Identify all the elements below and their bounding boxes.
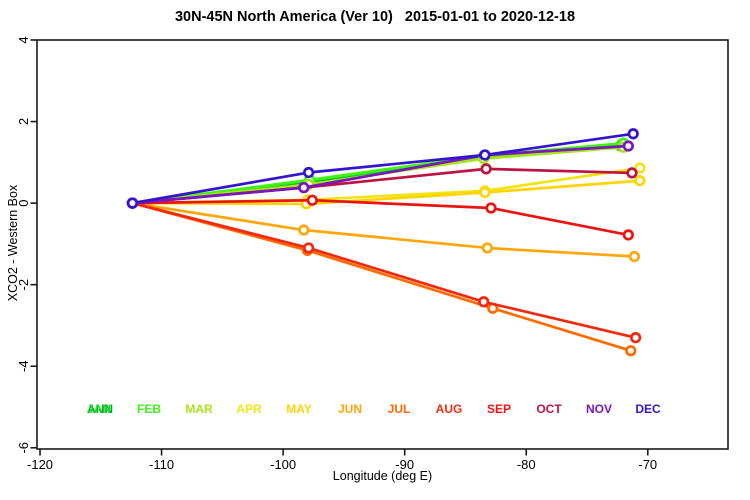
data-point-NOV [298, 181, 310, 194]
data-point-DEC [126, 197, 139, 209]
y-tick-label: 2 [16, 118, 31, 125]
series-line-MAY [131, 179, 642, 206]
chart-title: 30N-45N North America (Ver 10) 2015-01-0… [174, 9, 576, 25]
legend-label-APR: APR [236, 402, 262, 416]
legend-label-JUN: JUN [338, 402, 362, 416]
data-point-SEP [622, 229, 634, 241]
data-point-MAY [634, 175, 646, 187]
y-tick-label: -4 [16, 360, 31, 372]
x-axis-label: Longitude (deg E) [332, 469, 433, 483]
y-tick-label: 4 [16, 36, 31, 43]
series-line-SEP [131, 198, 630, 237]
data-point-JUN [481, 242, 493, 254]
data-point-NOV [622, 140, 634, 152]
legend-label-ANN: ANN [87, 402, 113, 416]
x-tick-label: -110 [149, 457, 174, 472]
series-line-NOV [131, 144, 630, 205]
legend-label-AUG: AUG [436, 402, 463, 416]
x-tick-label: -120 [27, 457, 53, 472]
data-point-JUL [625, 345, 637, 357]
data-point-JUN [628, 250, 641, 263]
legend-label-JUL: JUL [388, 402, 411, 416]
legend-label-SEP: SEP [487, 402, 511, 416]
y-tick-label: 0 [16, 199, 31, 206]
series-line-DEC [131, 132, 635, 205]
series-line-JUN [131, 201, 636, 258]
series-line-JUL [131, 201, 633, 353]
x-tick-label: -90 [395, 457, 414, 472]
legend-label-JAN: JAN [87, 402, 111, 416]
data-point-AUG [478, 296, 490, 308]
legend-label-MAR: MAR [185, 402, 213, 416]
data-point-SEP [485, 202, 497, 214]
x-tick-label: -80 [517, 457, 536, 472]
y-axis-label: XCO2 - Western Box [6, 184, 20, 302]
data-point-APR [634, 162, 646, 174]
x-tick-label: -70 [638, 457, 657, 472]
y-tick-label: -2 [16, 279, 31, 291]
data-point-DEC [479, 149, 491, 161]
data-point-AUG [629, 332, 642, 344]
data-point-SEP [306, 194, 318, 206]
data-point-JUN [298, 224, 310, 236]
data-point-DEC [627, 128, 639, 140]
y-tick-label: -6 [16, 442, 31, 454]
legend-label-MAY: MAY [286, 402, 312, 416]
plot-frame [36, 39, 729, 450]
data-point-MAY [479, 186, 491, 199]
data-point-OCT [626, 167, 638, 179]
data-point-AUG [303, 242, 315, 254]
data-point-DEC [303, 166, 315, 179]
x-tick-label: -100 [270, 457, 296, 472]
data-point-OCT [480, 163, 492, 175]
legend-label-FEB: FEB [137, 402, 161, 416]
legend-label-NOV: NOV [586, 402, 612, 416]
series-line-AUG [131, 201, 637, 340]
legend-label-OCT: OCT [536, 402, 562, 416]
legend-label-DEC: DEC [635, 402, 661, 416]
